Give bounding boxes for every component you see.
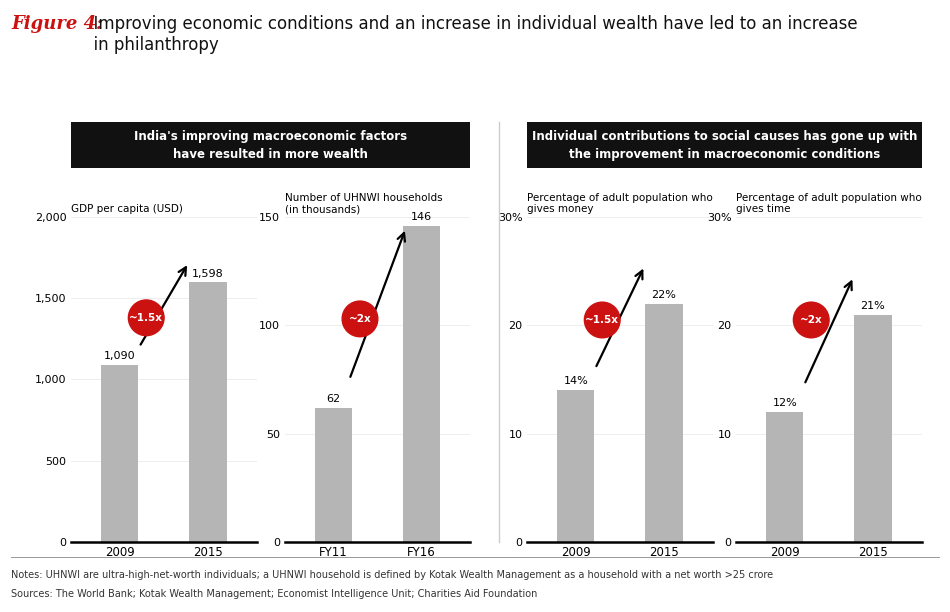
Text: Percentage of adult population who
gives money: Percentage of adult population who gives… (527, 193, 713, 214)
Text: GDP per capita (USD): GDP per capita (USD) (71, 204, 183, 214)
Text: Individual contributions to social causes has gone up with
the improvement in ma: Individual contributions to social cause… (532, 130, 917, 161)
Ellipse shape (342, 301, 378, 337)
Text: ~1.5x: ~1.5x (129, 313, 163, 323)
Bar (189, 283, 226, 542)
Text: ~2x: ~2x (800, 315, 823, 325)
Text: Improving economic conditions and an increase in individual wealth have led to a: Improving economic conditions and an inc… (83, 15, 857, 54)
Text: 1,598: 1,598 (192, 269, 224, 278)
Bar (767, 412, 804, 542)
Text: Notes: UHNWI are ultra-high-net-worth individuals; a UHNWI household is defined : Notes: UHNWI are ultra-high-net-worth in… (11, 570, 773, 580)
Text: Percentage of adult population who
gives time: Percentage of adult population who gives… (736, 193, 922, 214)
Text: 146: 146 (411, 212, 432, 222)
Bar (854, 315, 891, 542)
Bar (315, 408, 352, 542)
Text: 12%: 12% (772, 398, 797, 408)
Bar (645, 304, 682, 542)
Ellipse shape (793, 302, 829, 338)
Bar (403, 226, 440, 542)
Bar (102, 365, 139, 542)
Text: ~2x: ~2x (349, 314, 371, 324)
Text: Number of UHNWI households
(in thousands): Number of UHNWI households (in thousands… (285, 193, 443, 214)
Text: Sources: The World Bank; Kotak Wealth Management; Economist Intelligence Unit; C: Sources: The World Bank; Kotak Wealth Ma… (11, 589, 538, 599)
Ellipse shape (128, 300, 164, 335)
Text: 22%: 22% (652, 290, 676, 300)
Ellipse shape (584, 302, 620, 338)
Text: 62: 62 (327, 394, 341, 404)
Text: India's improving macroeconomic factors
have resulted in more wealth: India's improving macroeconomic factors … (134, 130, 408, 161)
Text: 14%: 14% (563, 376, 588, 386)
Text: ~1.5x: ~1.5x (585, 315, 619, 325)
Text: 21%: 21% (861, 300, 885, 311)
Bar (558, 390, 595, 542)
Text: Figure 4:: Figure 4: (11, 15, 104, 33)
Text: 1,090: 1,090 (104, 351, 136, 361)
